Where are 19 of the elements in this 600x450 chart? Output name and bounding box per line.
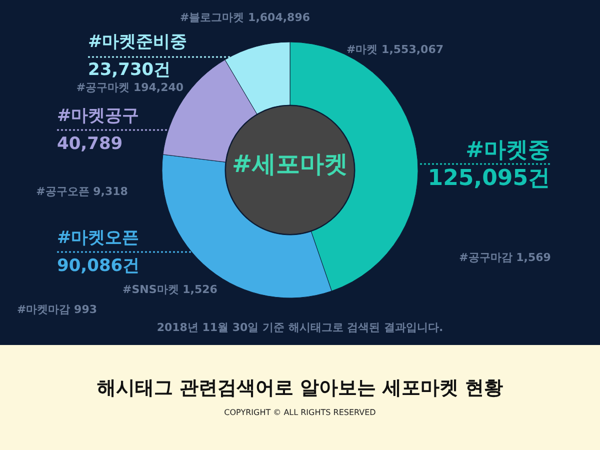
text: 2018년 11월 30일 기준 해시태그로 검색된 결과입니다. xyxy=(156,321,444,334)
data-label: 125,095건 xyxy=(428,166,550,191)
data-label: 23,730건 xyxy=(88,60,171,80)
data-label: 90,086건 xyxy=(57,256,140,276)
text: #블로그마켓 1,604,896 xyxy=(180,11,310,24)
data-label: 40,789 xyxy=(57,134,123,154)
text: #마켓마감 993 xyxy=(16,303,98,316)
text: #SNS마켓 1,526 xyxy=(122,283,218,296)
slice-label: #마켓공구 xyxy=(57,106,140,126)
text: #공구오픈 9,318 xyxy=(36,185,128,198)
text: #공구마켓 194,240 xyxy=(76,81,184,94)
text: #세포마켓 xyxy=(232,150,348,178)
text: #공구마감 1,569 xyxy=(459,251,551,264)
text: COPYRIGHT © ALL RIGHTS RESERVED xyxy=(224,408,376,417)
text: #마켓 1,553,067 xyxy=(346,43,444,56)
text: 해시태그 관련검색어로 알아보는 세포마켓 현황 xyxy=(96,377,504,399)
slice-label: #마켓오픈 xyxy=(57,228,140,248)
slice-label: #마켓중 xyxy=(466,138,550,163)
slice-label: #마켓준비중 xyxy=(88,32,188,52)
